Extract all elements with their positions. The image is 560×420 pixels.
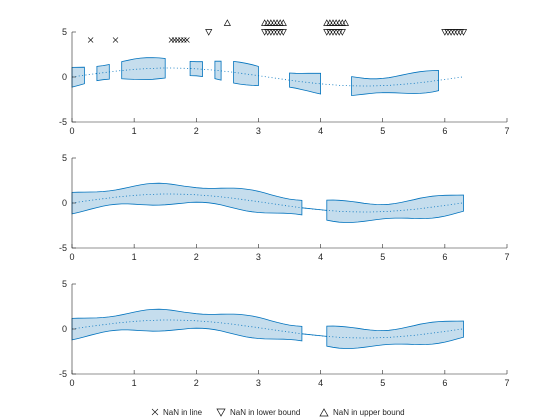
nan-in-upper-bound-marker: [335, 19, 343, 26]
nan-in-lower-bound-marker: [335, 29, 343, 36]
y-tick-label: -5: [59, 117, 67, 127]
confidence-band-segment: [289, 72, 321, 95]
nan-in-upper-bound-marker: [264, 19, 272, 26]
x-tick-label: 0: [69, 252, 74, 262]
nan-in-lower-bound-marker: [276, 29, 284, 36]
nan-in-lower-bound-marker: [332, 29, 340, 36]
nan-in-lower-bound-marker: [205, 29, 213, 36]
nan-in-line-marker: [87, 37, 94, 43]
nan-in-upper-bound-marker: [323, 19, 331, 26]
y-tick-label: 5: [62, 279, 67, 289]
legend-label-nan-in-upper-bound: NaN in upper bound: [333, 408, 405, 417]
x-tick-label: 0: [69, 378, 74, 388]
nan-in-upper-bound-marker: [270, 19, 278, 26]
nan-in-lower-bound-marker: [261, 29, 269, 36]
nan-in-upper-bound-marker: [332, 19, 340, 26]
triangle-up-marker-icon: [319, 408, 329, 417]
x-tick-label: 2: [194, 252, 199, 262]
nan-in-upper-bound-marker: [223, 19, 231, 26]
confidence-band-segment: [326, 320, 464, 349]
nan-in-upper-bound-marker: [261, 19, 269, 26]
x-tick-label: 7: [504, 378, 509, 388]
nan-in-line-marker: [112, 37, 119, 43]
x-tick-label: 4: [318, 378, 323, 388]
y-tick-label: 0: [62, 72, 67, 82]
nan-in-line-marker: [184, 37, 190, 43]
legend-label-nan-in-lower-bound: NaN in lower bound: [230, 408, 300, 417]
x-tick-label: 5: [380, 126, 385, 136]
x-tick-label: 4: [318, 126, 323, 136]
legend-label-nan-in-line: NaN in line: [163, 408, 203, 417]
y-tick-label: 0: [62, 198, 67, 208]
nan-in-lower-bound-marker: [323, 29, 331, 36]
nan-in-upper-bound-marker: [276, 19, 284, 26]
nan-in-lower-bound-marker: [441, 29, 449, 36]
nan-in-upper-bound-marker: [326, 19, 334, 26]
x-tick-label: 7: [504, 126, 509, 136]
nan-in-lower-bound-marker: [453, 29, 461, 36]
nan-in-lower-bound-marker: [326, 29, 334, 36]
x-tick-label: 3: [256, 378, 261, 388]
legend-entry-nan-in-upper-bound: NaN in upper bound: [319, 408, 405, 417]
x-tick-label: 6: [442, 252, 447, 262]
nan-in-upper-bound-marker: [341, 19, 350, 26]
nan-in-lower-bound-marker: [264, 29, 272, 36]
x-tick-label: 1: [132, 126, 137, 136]
x-tick-label: 3: [256, 126, 261, 136]
nan-in-upper-bound-marker: [273, 19, 281, 26]
x-tick-label: 2: [194, 126, 199, 136]
legend: NaN in line NaN in lower bound NaN in up…: [151, 408, 405, 417]
confidence-band-segment: [351, 70, 439, 97]
x-tick-label: 3: [256, 252, 261, 262]
x-tick-label: 1: [132, 252, 137, 262]
x-tick-label: 2: [194, 378, 199, 388]
legend-entry-nan-in-lower-bound: NaN in lower bound: [216, 408, 300, 417]
x-tick-label: 6: [442, 126, 447, 136]
nan-in-upper-bound-marker: [338, 19, 346, 26]
triangle-down-marker-icon: [216, 408, 226, 417]
nan-in-lower-bound-marker: [450, 29, 458, 36]
x-tick-label: 1: [132, 378, 137, 388]
x-tick-label: 0: [69, 126, 74, 136]
confidence-band-segment: [326, 194, 464, 223]
y-tick-label: -5: [59, 243, 67, 253]
subplot-bottom: 0 1 2 3 4 5 6 7-505: [59, 279, 510, 388]
nan-in-lower-bound-marker: [267, 29, 275, 36]
confidence-band-segment: [71, 308, 303, 342]
confidence-band-segment: [189, 60, 203, 77]
subplot-top: 0 1 2 3 4 5 6 7-505: [59, 19, 510, 136]
y-tick-label: 5: [62, 27, 67, 37]
nan-in-lower-bound-marker: [273, 29, 281, 36]
nan-in-lower-bound-marker: [270, 29, 278, 36]
nan-in-lower-bound-marker: [338, 29, 346, 36]
x-tick-label: 5: [380, 252, 385, 262]
y-tick-label: 0: [62, 324, 67, 334]
legend-entry-nan-in-line: NaN in line: [151, 408, 203, 417]
nan-in-lower-bound-marker: [447, 29, 455, 36]
x-tick-label: 5: [380, 378, 385, 388]
nan-in-upper-bound-marker: [279, 19, 287, 26]
nan-in-lower-bound-marker: [459, 29, 468, 36]
x-tick-label: 6: [442, 378, 447, 388]
nan-in-upper-bound-marker: [329, 19, 337, 26]
y-tick-label: 5: [62, 153, 67, 163]
nan-in-lower-bound-marker: [456, 29, 464, 36]
nan-in-lower-bound-marker: [329, 29, 337, 36]
confidence-band-segment: [71, 182, 303, 216]
nan-in-upper-bound-marker: [267, 19, 275, 26]
subplot-middle: 0 1 2 3 4 5 6 7-505: [59, 153, 510, 262]
nan-in-lower-bound-marker: [444, 29, 452, 36]
x-tick-label: 4: [318, 252, 323, 262]
confidence-band-segment: [233, 60, 259, 87]
y-tick-label: -5: [59, 369, 67, 379]
nan-in-lower-bound-marker: [279, 29, 287, 36]
x-marker-icon: [151, 408, 159, 416]
x-tick-label: 7: [504, 252, 509, 262]
